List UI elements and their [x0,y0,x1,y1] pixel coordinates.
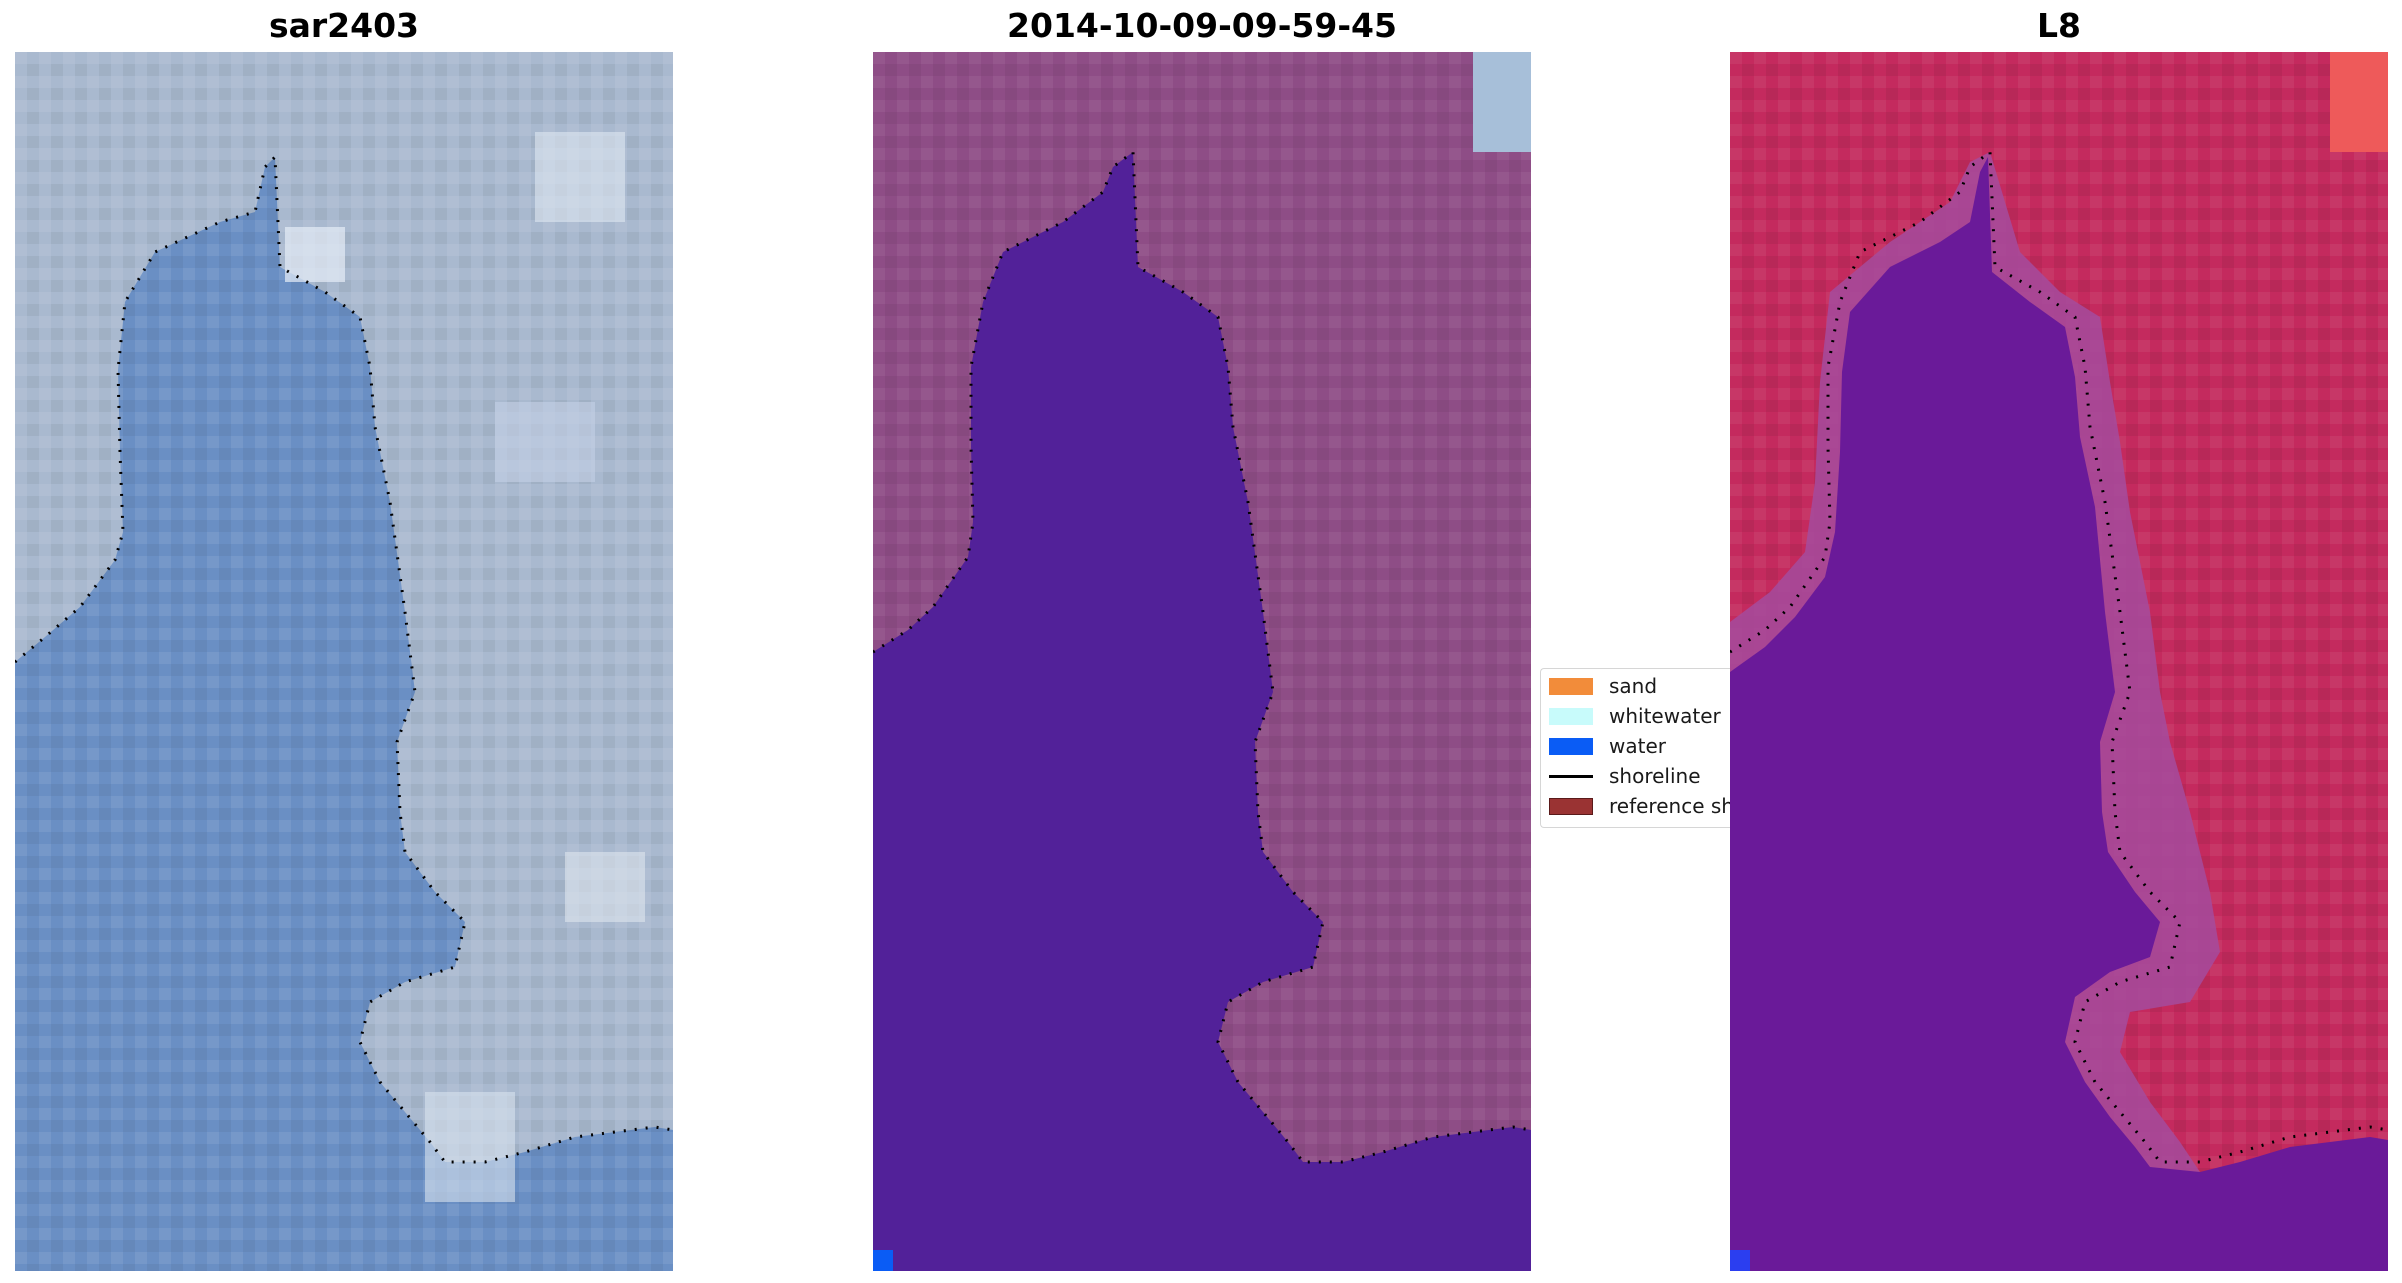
legend: sand whitewater water shoreline referenc… [1540,668,1730,828]
panel-title-rgb: sar2403 [268,6,420,45]
legend-item-whitewater: whitewater [1549,703,1721,729]
classification-panel [873,52,1531,1271]
panel-title-mndwi: L8 [2037,6,2081,45]
legend-label: whitewater [1609,704,1721,728]
mndwi-water-area [1730,157,2388,1271]
legend-label: water [1609,734,1666,758]
legend-item-reference-shoreline: reference sh [1549,793,1730,819]
panel-title-classification: 2014-10-09-09-59-45 [1007,6,1397,45]
legend-label: shoreline [1609,764,1701,788]
legend-item-shoreline: shoreline [1549,763,1701,789]
legend-item-water: water [1549,733,1666,759]
water-swatch [1549,737,1593,755]
legend-item-sand: sand [1549,673,1657,699]
reference-shoreline-swatch [1549,797,1593,815]
legend-label: reference sh [1609,794,1730,818]
sand-swatch [1549,677,1593,695]
class-water-area [873,152,1531,1271]
mndwi-panel [1730,52,2388,1271]
rgb-image-panel [15,52,673,1271]
legend-label: sand [1609,674,1658,698]
shoreline-line [1549,774,1593,778]
whitewater-swatch [1549,707,1593,725]
